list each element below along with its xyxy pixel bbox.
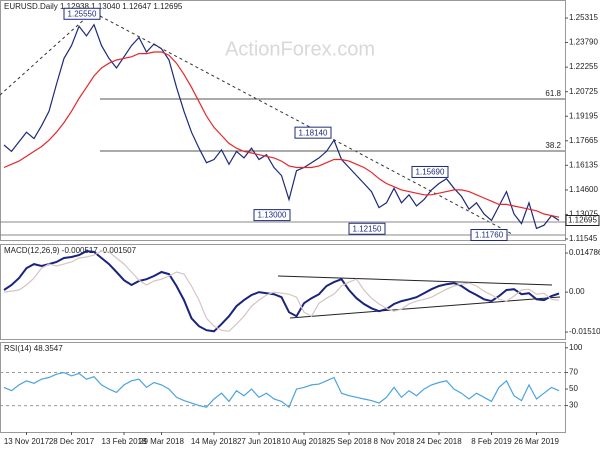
y-tick-label: 70 [569, 368, 578, 377]
last-price-label: 1.12695 [568, 216, 597, 225]
x-tick-label: 8 Nov 2018 [374, 437, 415, 446]
y-tick-label: 0.014786 [569, 248, 600, 257]
y-tick-label: 1.17665 [569, 136, 598, 145]
y-tick-label: 1.16135 [569, 160, 598, 169]
watermark: ActionForex.com [225, 38, 375, 60]
y-tick-label: 1.13075 [569, 210, 598, 219]
y-tick-label: 50 [569, 384, 578, 393]
annotation-box [63, 7, 101, 20]
series-line [3, 23, 560, 230]
y-tick-label: 1.23790 [569, 38, 598, 47]
last-price-box [565, 215, 600, 227]
y-tick-label: 1.14600 [569, 185, 598, 194]
y-tick-label: 100 [569, 343, 583, 352]
annotation-label: 1.12150 [353, 224, 382, 233]
y-tick-label: 1.11545 [569, 234, 598, 243]
rsi-title: RSI(14) 48.3547 [4, 344, 63, 353]
triangle-line [277, 275, 553, 286]
annotation-box [470, 229, 508, 242]
annotation-label: 1.15690 [416, 168, 445, 177]
annotation-box [411, 165, 449, 178]
x-tick-label: 28 Dec 2017 [49, 437, 95, 446]
triangle-line [289, 296, 561, 319]
x-tick-label: 10 Aug 2018 [282, 437, 327, 446]
x-tick-label: 14 May 2018 [191, 437, 238, 446]
x-tick-label: 24 Dec 2018 [416, 437, 462, 446]
y-tick-label: 0.00 [569, 287, 585, 296]
x-tick-label: 8 Feb 2019 [471, 437, 512, 446]
fib-label: 61.8 [545, 89, 561, 98]
fib-label: 38.2 [545, 141, 561, 150]
trend-line [0, 15, 89, 96]
series-line [3, 51, 560, 218]
y-tick-label: -0.015107 [569, 327, 600, 336]
y-tick-label: 1.22255 [569, 62, 598, 71]
x-tick-label: 27 Jun 2018 [237, 437, 282, 446]
y-tick-label: 1.19195 [569, 111, 598, 120]
annotation-label: 1.11760 [475, 231, 504, 240]
y-tick-label: 30 [569, 401, 578, 410]
annotation-box [253, 209, 291, 222]
x-tick-label: 26 Mar 2019 [514, 437, 559, 446]
x-tick-label: 29 Mar 2018 [139, 437, 184, 446]
series-line [3, 250, 560, 332]
x-tick-label: 25 Sep 2018 [326, 437, 372, 446]
annotation-label: 1.13000 [258, 211, 287, 220]
annotation-box [348, 222, 386, 235]
macd-title: MACD(12,26,9) -0.000517 -0.001507 [4, 246, 137, 255]
annotation-label: 1.18140 [299, 128, 328, 137]
y-tick-label: 1.20725 [569, 87, 598, 96]
series-line [3, 371, 560, 409]
rsi-panel [0, 342, 566, 433]
annotation-label: 1.25550 [68, 9, 97, 18]
x-tick-label: 13 Feb 2018 [102, 437, 147, 446]
macd-panel [0, 244, 566, 340]
price-panel [0, 0, 566, 241]
annotation-box [294, 126, 332, 139]
y-tick-label: 1.25315 [569, 13, 598, 22]
price-title: EURUSD.Daily 1.12938 1.13040 1.12647 1.1… [4, 2, 183, 11]
x-tick-label: 13 Nov 2017 [4, 437, 50, 446]
